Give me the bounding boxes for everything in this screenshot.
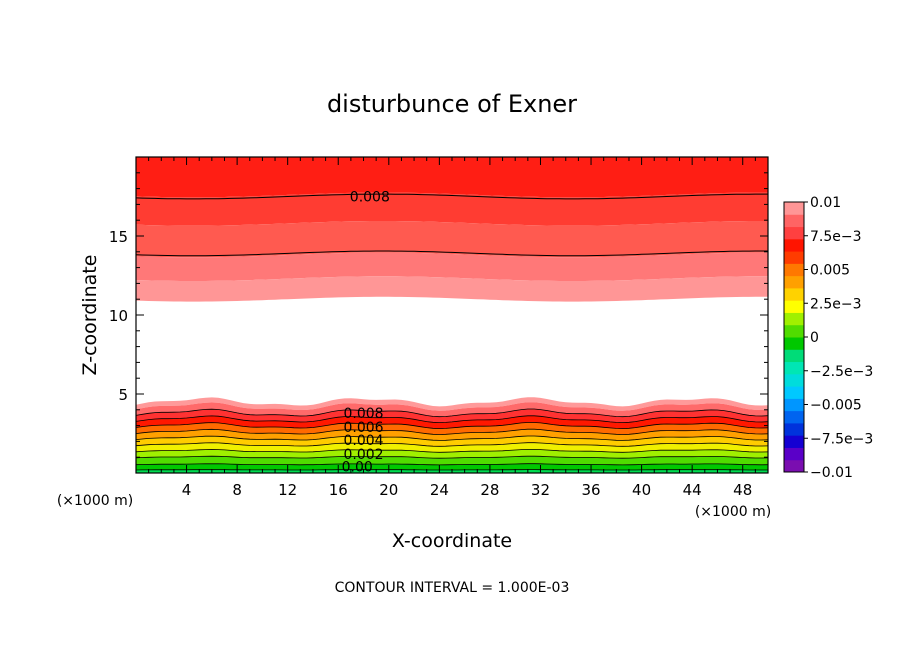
colorbar-tick-label: 2.5e−3	[810, 296, 862, 312]
contour-line-lower	[136, 408, 768, 418]
colorbar-swatch	[784, 275, 804, 289]
y-axis-label: Z-coordinate	[79, 255, 101, 376]
contour-band-lower	[136, 436, 768, 447]
colorbar-tick-label: 7.5e−3	[810, 229, 862, 245]
colorbar-swatch	[784, 435, 804, 448]
contour-label: 0.006	[343, 420, 383, 436]
x-tick-label: 4	[182, 481, 192, 499]
y-tick-label: 10	[109, 307, 128, 325]
colorbar-swatch	[784, 398, 804, 412]
contour-line-lower	[136, 428, 768, 435]
contour-label: 0.008	[350, 190, 390, 206]
colorbar-swatch	[784, 300, 804, 313]
colorbar-swatch	[784, 361, 804, 375]
x-tick-label: 28	[480, 481, 499, 499]
x-tick-label: 20	[379, 481, 398, 499]
colorbar-swatch	[784, 447, 804, 461]
x-tick-label: 32	[531, 481, 550, 499]
colorbar-tick-label: 0.005	[810, 263, 850, 279]
contour-band-lower	[136, 429, 768, 441]
colorbar-tick-label: −0.005	[810, 398, 862, 414]
x-tick-label: 48	[733, 481, 752, 499]
contour-label: 0.008	[343, 406, 383, 422]
chart-title: disturbunce of Exner	[327, 90, 577, 118]
contour-line-lower	[136, 449, 768, 453]
colorbar: 0.01 7.5e−3 0.005 2.5e−3 0 −2.5e−3 −0.005 −7.5e…	[783, 195, 873, 481]
x-tick-label: 8	[232, 481, 242, 499]
y-tick-label: 5	[118, 386, 128, 404]
contour-line-upper	[136, 250, 768, 257]
colorbar-swatch	[784, 373, 804, 387]
contour-line-lower	[136, 442, 768, 447]
colorbar-swatch	[784, 214, 804, 228]
x-tick-label: 40	[632, 481, 651, 499]
x-tick-label: 24	[430, 481, 449, 499]
contour-band-upper	[136, 192, 768, 226]
contour-line-lower	[136, 435, 768, 441]
contour-band-lower	[136, 442, 768, 453]
contour-band-lower	[136, 397, 768, 411]
colorbar-swatch	[784, 459, 804, 473]
colorbar-tick-label: −2.5e−3	[810, 364, 873, 380]
colorbar-swatch	[784, 410, 804, 424]
contour-band-upper	[136, 276, 768, 302]
contour-band-lower	[136, 463, 768, 470]
colorbar-swatch	[784, 238, 804, 252]
colorbar-swatch	[784, 202, 804, 215]
colorbar-swatch	[784, 422, 804, 436]
x-tick-label: 16	[329, 481, 348, 499]
colorbar-swatch	[784, 312, 804, 326]
contour-band-upper	[136, 252, 768, 281]
y-tick-label: 15	[109, 228, 128, 246]
contour-line-lower	[136, 422, 768, 430]
colorbar-swatch	[784, 263, 804, 277]
y-axis-unit: (×1000 m)	[57, 493, 133, 509]
colorbar-swatch	[784, 226, 804, 240]
contour-band-upper	[136, 221, 768, 258]
contour-band-lower	[136, 402, 768, 417]
colorbar-tick-label: 0.01	[810, 195, 841, 211]
contour-label: 0.00	[342, 460, 373, 476]
x-tick-label: 44	[683, 481, 702, 499]
x-tick-label: 36	[581, 481, 600, 499]
x-axis-unit: (×1000 m)	[695, 504, 771, 520]
contour-band-lower	[136, 449, 768, 459]
contour-line-lower	[136, 463, 768, 466]
colorbar-swatch	[784, 287, 804, 301]
colorbar-tick-label: −7.5e−3	[810, 431, 873, 447]
contour-interval-note: CONTOUR INTERVAL = 1.000E-03	[335, 580, 570, 596]
colorbar-tick-label: −0.01	[810, 465, 853, 481]
contour-line-upper	[136, 193, 768, 200]
contour-line-lower	[136, 455, 768, 459]
contour-band-lower	[136, 422, 768, 435]
contour-band-upper	[136, 157, 768, 198]
colorbar-swatch	[784, 349, 804, 363]
contour-label: 0.002	[343, 447, 383, 463]
colorbar-swatch	[784, 324, 804, 338]
x-tick-label: 12	[278, 481, 297, 499]
x-axis-label: X-coordinate	[392, 530, 512, 552]
colorbar-swatch	[784, 337, 804, 350]
colorbar-swatch	[784, 251, 804, 264]
contour-label: 0.004	[343, 433, 383, 449]
contour-band-lower	[136, 409, 768, 423]
colorbar-tick-label: 0	[810, 330, 819, 346]
colorbar-swatch	[784, 386, 804, 399]
contour-line-lower	[136, 415, 768, 424]
